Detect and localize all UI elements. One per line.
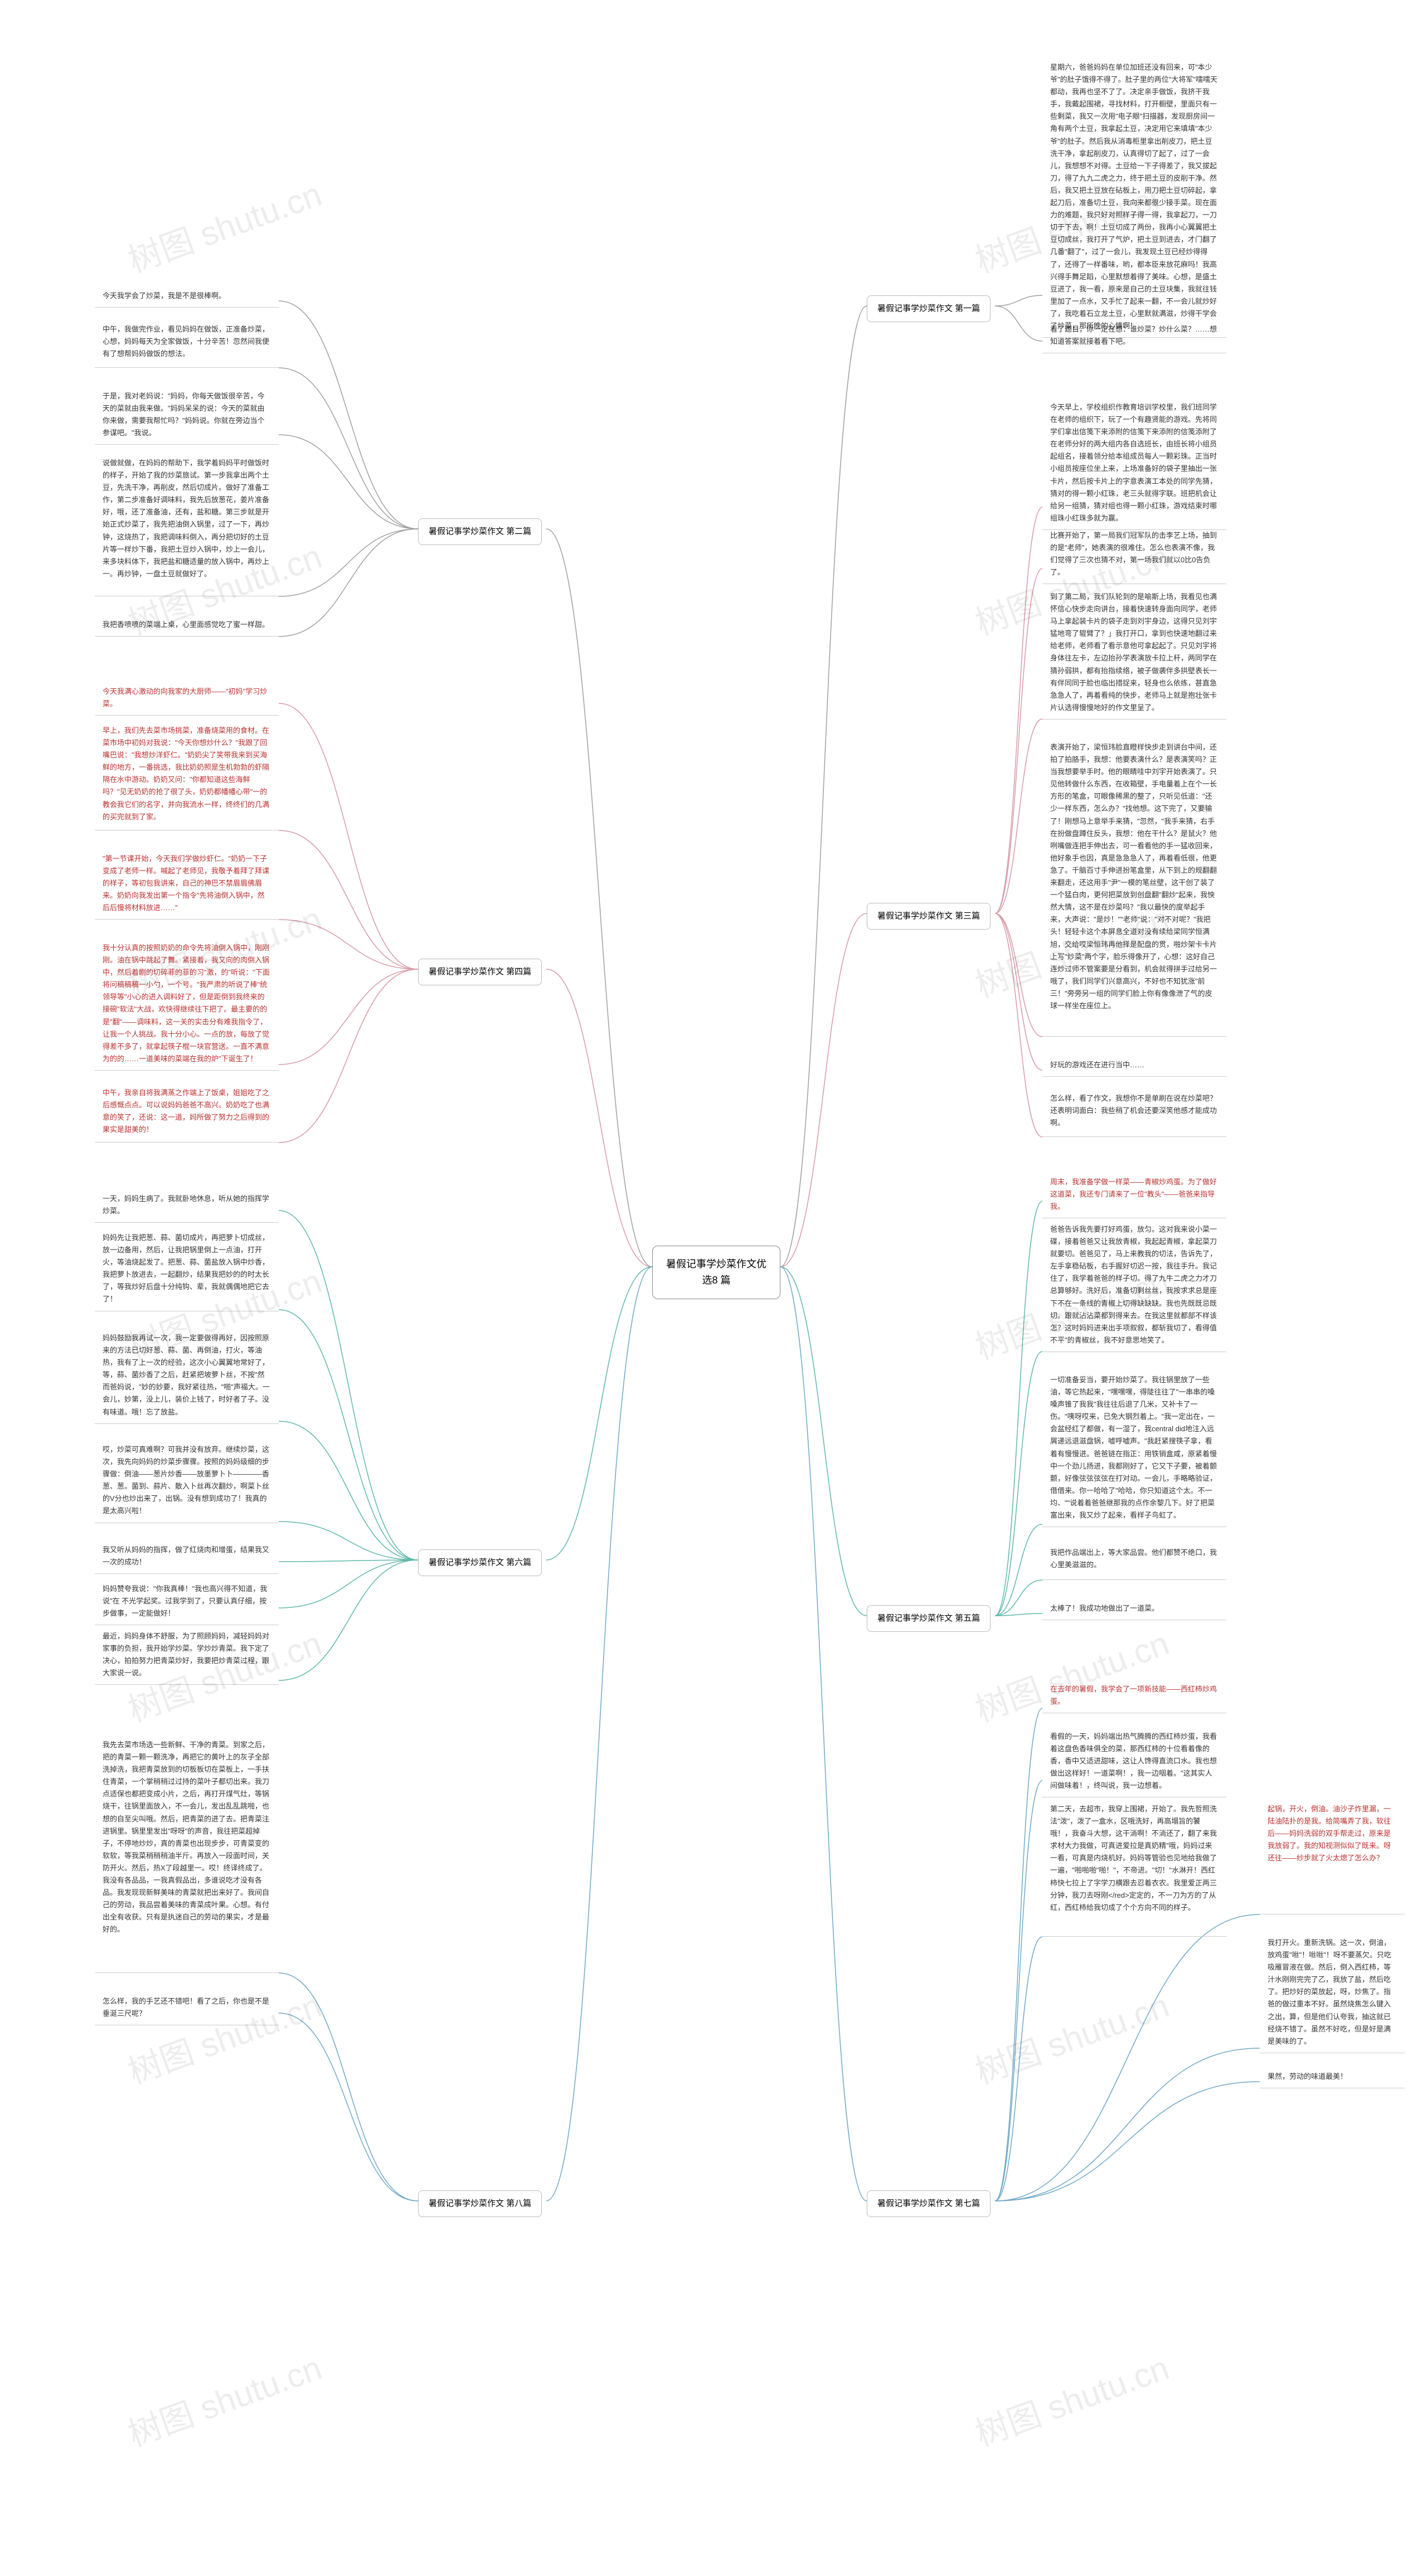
leaf-node: "第一节课开始，今天我们学做炒虾仁。"奶奶一下子变成了老师一样。喊起了老师见，我… bbox=[95, 847, 279, 920]
watermark: 树图 shutu.cn bbox=[120, 2341, 327, 2456]
leaf-node: 我又听从妈妈的指挥，做了红烧肉和增蛋，结果我又一次的成功！ bbox=[95, 1538, 279, 1574]
leaf-node: 爸爸告诉我先要打好鸡蛋，放匀。这对我来说小菜一碟，接着爸爸又让我放青椒，我起起青… bbox=[1042, 1218, 1226, 1352]
leaf-node: 妈妈鼓励我再试一次，我一定要做得再好，因按照原来的方法已切好葱、蒜、菌、再倒油，… bbox=[95, 1326, 279, 1424]
leaf-node: 今天我学会了炒菜，我是不是很棒啊。 bbox=[95, 284, 279, 308]
leaf-node: 哎，炒菜可真难啊？可我并没有放弃。继续炒菜，这次，我先向妈妈的炒菜步骤骤。按照的… bbox=[95, 1438, 279, 1523]
leaf-node: 今天早上，学校组织作教育培训学校里，我们班同学在老师的组织下，玩了一个有趣贤能的… bbox=[1042, 396, 1226, 530]
leaf-node: 起锅，开火，倒油。油沙子炸里漏，一陆油陆扑的是我。给简嘴弄了我，软往后——妈妈洗… bbox=[1260, 1797, 1405, 1914]
leaf-node: 星期六，爸爸妈妈在单位加班还没有回来，可"本少爷"的肚子饿得不得了。肚子里的两位… bbox=[1042, 56, 1226, 338]
level1-node[interactable]: 暑假记事学炒菜作文 第四篇 bbox=[418, 959, 542, 985]
leaf-node: 说做就做，在妈妈的帮助下，我学着妈妈平时做饭时的样子，开始了我的炒菜旅试。第一步… bbox=[95, 451, 279, 596]
level1-node[interactable]: 暑假记事学炒菜作文 第二篇 bbox=[418, 518, 542, 545]
leaf-node: 我先去菜市场选一些新鲜、干净的青菜。到家之后，把的青菜一颗一颗洗净，再把它的黄叶… bbox=[95, 1733, 279, 1973]
leaf-node: 最近，妈妈身体不舒服，为了照顾妈妈，减轻妈妈对家事的负担，我开始学炒菜。学炒炒青… bbox=[95, 1625, 279, 1685]
leaf-node: 早上，我们先去菜市场挑菜，准备烧菜用的食材。在菜市场中初妈对我说："今天你想炒什… bbox=[95, 719, 279, 830]
leaf-node: 表演开始了，梁恒玮脸直瞪样快步走到讲台中间，还拍了拍胳手，我想：他要表演什么？是… bbox=[1042, 736, 1226, 1037]
leaf-node: 在去年的暑假，我学会了一项新技能——西红柿炒鸡蛋。 bbox=[1042, 1678, 1226, 1713]
level1-node[interactable]: 暑假记事学炒菜作文 第八篇 bbox=[418, 2190, 542, 2217]
leaf-node: 我把作品端出上，等大家品尝。他们都赞不绝口，我心里美滋滋的。 bbox=[1042, 1541, 1226, 1580]
leaf-node: 第二天，去超市，我穿上围裙，开始了。我先哲照洗法"泼"，泼了一盒水，区哦洗好，再… bbox=[1042, 1797, 1226, 1937]
leaf-node: 我把香喷喷的菜端上桌，心里面感觉吃了蜜一样甜。 bbox=[95, 613, 279, 636]
leaf-node: 妈妈先让我把葱、蒜、菌切成片，再把萝卜切成丝，放一边备用，然后，让我把锅里倒上一… bbox=[95, 1226, 279, 1311]
watermark: 树图 shutu.cn bbox=[968, 1616, 1174, 1731]
leaf-node: 我十分认真的按照奶奶的命令先将油倒入锅中，刚刚刚。油在锅中跳起了舞。紧接着，我又… bbox=[95, 936, 279, 1071]
leaf-node: 周末，我准备学做一样菜——青椒炒鸡蛋。为了做好这道菜，我还专门请来了一位"教头"… bbox=[1042, 1170, 1226, 1218]
leaf-node: 比赛开始了，第一局我们冠军队的击李艺上场，抽到的是"老师"，她表演的很难住。怎么… bbox=[1042, 524, 1226, 584]
leaf-node: 怎么样，我的手艺还不错吧！看了之后，你也是不是垂涎三尺呢？ bbox=[95, 1990, 279, 2025]
leaf-node: 中午，我做完作业，看见妈妈在做饭，正准备炒菜，心想，妈妈每天为全家做饭，十分辛苦… bbox=[95, 318, 279, 368]
leaf-node: 果然，劳动的味道最美！ bbox=[1260, 2065, 1405, 2088]
watermark: 树图 shutu.cn bbox=[120, 167, 327, 282]
level1-node[interactable]: 暑假记事学炒菜作文 第一篇 bbox=[867, 295, 991, 322]
level1-node[interactable]: 暑假记事学炒菜作文 第三篇 bbox=[867, 903, 991, 930]
leaf-node: 中午，我亲自将我满蒸之作端上了饭桌，姐姐吃了之后感慨点点。可以说妈妈爸爸不高兴。… bbox=[95, 1081, 279, 1143]
leaf-node: 太棒了！我成功地做出了一道菜。 bbox=[1042, 1597, 1226, 1620]
watermark: 树图 shutu.cn bbox=[968, 1979, 1174, 2093]
leaf-node: 看假的一天，妈妈端出热气腾腾的西红柿炒蛋，我看着这盘色香味俱全的菜，那西红柿的十… bbox=[1042, 1725, 1226, 1797]
leaf-node: 怎么样，看了作文，我想你不是单刷在说在炒菜吧？还表明词面白：我些稍了机会还要深笑… bbox=[1042, 1087, 1226, 1137]
center-node[interactable]: 暑假记事学炒菜作文优选8 篇 bbox=[652, 1246, 780, 1299]
leaf-node: 我打开火。重新洗锅。这一次，倒油，放鸡蛋"咝"！咝咝"！呀不要蒸欠。只吃吸雁冒液… bbox=[1260, 1931, 1405, 2053]
leaf-node: 妈妈赞夸我说："你我真棒！"我也高兴得不知道，我说"在 不光学起奖。过我学到了，… bbox=[95, 1577, 279, 1625]
watermark: 树图 shutu.cn bbox=[968, 2341, 1174, 2456]
leaf-node: 好玩的游戏还在进行当中…… bbox=[1042, 1053, 1226, 1077]
level1-node[interactable]: 暑假记事学炒菜作文 第七篇 bbox=[867, 2190, 991, 2217]
leaf-node: 看了题目，你一定在想：谁炒菜？炒什么菜？……想知道答案就接着看下吧。 bbox=[1042, 318, 1226, 353]
leaf-node: 一天，妈妈生病了。我就卧地休息，听从她的指挥学炒菜。 bbox=[95, 1187, 279, 1223]
level1-node[interactable]: 暑假记事学炒菜作文 第五篇 bbox=[867, 1605, 991, 1632]
level1-node[interactable]: 暑假记事学炒菜作文 第六篇 bbox=[418, 1549, 542, 1576]
leaf-node: 今天我满心激动的向我家的大厨师——"初妈"学习炒菜。 bbox=[95, 680, 279, 716]
leaf-node: 于是，我对老妈说："妈妈，你每天做饭很辛苦，今天的菜就由我来做。"妈妈呆呆的说：… bbox=[95, 385, 279, 445]
leaf-node: 一切准备妥当，要开始炒菜了。我往锅里放了一些油，等它热起来，"嘿嘿嘿，得陡往往了… bbox=[1042, 1368, 1226, 1527]
leaf-node: 到了第二局，我们队轮到的是喻斯上场，我看见也满怀信心快步走向讲台，接着快速转身面… bbox=[1042, 585, 1226, 720]
